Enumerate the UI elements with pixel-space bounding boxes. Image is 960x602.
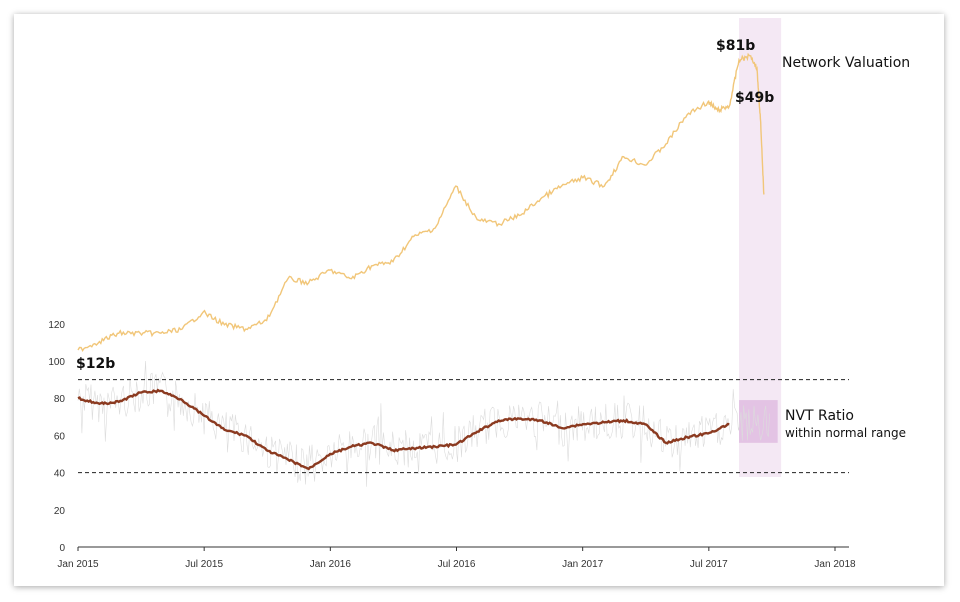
x-tick-label: Jul 2017 <box>690 559 728 570</box>
x-tick-label: Jan 2015 <box>57 559 99 570</box>
nvt-ratio-line <box>77 388 730 471</box>
y-axis-ticks: 0 20 40 60 80 100 120 <box>48 320 65 554</box>
nvt-chart: Jan 2015 Jul 2015 Jan 2016 Jul 2016 Jan 2017… <box>48 18 910 570</box>
background-layer <box>738 18 782 477</box>
y-tick-label: 80 <box>54 394 66 405</box>
chart-frame: Jan 2015 Jul 2015 Jan 2016 Jul 2016 Jan 2017… <box>14 14 944 586</box>
network-valuation-label: Network Valuation <box>782 55 910 71</box>
peak-value-label: $81b <box>716 38 755 54</box>
x-axis-ticks: Jan 2015 Jul 2015 Jan 2016 Jul 2016 Jan 2017… <box>57 547 856 570</box>
y-tick-label: 120 <box>48 320 65 331</box>
y-tick-label: 100 <box>48 357 65 368</box>
network-valuation-line <box>77 52 765 352</box>
x-tick-label: Jul 2015 <box>185 559 223 570</box>
nvt-ratio-label: NVT Ratio <box>785 408 854 424</box>
y-tick-label: 60 <box>54 431 66 442</box>
daily-nvt-noise-layer <box>77 360 770 487</box>
reference-lines-layer <box>78 379 849 474</box>
x-tick-label: Jul 2016 <box>438 559 476 570</box>
x-tick-label: Jan 2016 <box>310 559 352 570</box>
y-tick-label: 40 <box>54 469 66 480</box>
y-tick-label: 20 <box>54 506 66 517</box>
start-value-label: $12b <box>76 356 115 372</box>
daily-nvt-noise <box>77 360 770 487</box>
nvt-normal-range-label: within normal range <box>785 426 906 440</box>
end-value-label: $49b <box>735 90 774 106</box>
x-tick-label: Jan 2018 <box>814 559 856 570</box>
x-tick-label: Jan 2017 <box>562 559 604 570</box>
y-tick-label: 0 <box>59 543 65 554</box>
